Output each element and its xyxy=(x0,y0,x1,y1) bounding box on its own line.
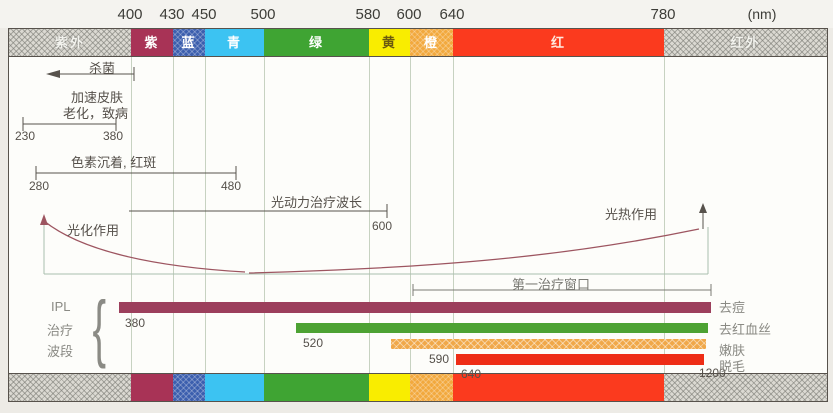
grid-line-430 xyxy=(173,57,174,373)
axis-tick-500: 500 xyxy=(250,6,276,23)
axis-tick-780: 780 xyxy=(650,6,676,23)
band-label-violet: 紫 xyxy=(144,35,160,50)
axis-tick-640: 640 xyxy=(439,6,465,23)
band-label-blue: 蓝 xyxy=(181,35,197,50)
band-label-orange: 橙 xyxy=(423,35,439,50)
grid-line-580 xyxy=(369,57,370,373)
band-red xyxy=(453,374,664,401)
photothermal-label: 光热作用 xyxy=(605,207,658,222)
pdt-end-value: 600 xyxy=(372,219,393,233)
pigment-end-value: 480 xyxy=(221,179,242,193)
band-yellow xyxy=(369,374,410,401)
grid-line-780 xyxy=(664,57,665,373)
band-orange xyxy=(410,374,453,401)
spectrum-chart: 紫外 紫 蓝 青 绿 黄 橙 红 红外 xyxy=(8,28,828,402)
bar-hair-removal-end-value: 1200 xyxy=(699,366,726,380)
band-cyan: 青 xyxy=(205,29,264,56)
band-uv xyxy=(9,374,131,401)
sterilize-label: 杀菌 xyxy=(89,61,116,76)
axis-unit-label: (nm) xyxy=(747,6,777,22)
band-green: 绿 xyxy=(264,29,369,56)
aging-label-line2: 老化，致病 xyxy=(63,106,129,121)
bar-vessels xyxy=(296,323,708,333)
treatment-window-label: 第一治疗窗口 xyxy=(512,277,591,292)
pigment-start-value: 280 xyxy=(29,179,50,193)
band-violet: 紫 xyxy=(131,29,173,56)
band-cyan xyxy=(205,374,264,401)
spectrum-band-top: 紫外 紫 蓝 青 绿 黄 橙 红 红外 xyxy=(9,29,827,57)
band-orange: 橙 xyxy=(410,29,453,56)
band-label-red: 红 xyxy=(550,35,566,50)
bar-hair-removal xyxy=(456,354,704,365)
pdt-label: 光动力治疗波长 xyxy=(271,195,363,210)
band-label-uv: 紫外 xyxy=(54,35,85,50)
axis-tick-600: 600 xyxy=(396,6,422,23)
band-blue xyxy=(173,374,205,401)
aging-start-value: 230 xyxy=(15,129,36,143)
axis-tick-430: 430 xyxy=(159,6,185,23)
bar-acne-label: 去痘 xyxy=(719,300,746,315)
ipl-brace: { xyxy=(92,286,107,369)
band-label-yellow: 黄 xyxy=(381,35,397,50)
bar-rejuvenation-start-value: 590 xyxy=(429,352,450,366)
bar-rejuvenation xyxy=(391,339,706,349)
band-red: 红 xyxy=(453,29,664,56)
axis-tick-400: 400 xyxy=(117,6,143,23)
photochemical-label: 光化作用 xyxy=(67,223,120,238)
wavelength-axis: 400 430 450 500 580 600 640 780 (nm) xyxy=(0,0,833,28)
grid-line-500 xyxy=(264,57,265,373)
bar-hair-removal-label: 脱毛 xyxy=(719,359,746,374)
band-ir: 红外 xyxy=(664,29,827,56)
ipl-label-line3: 波段 xyxy=(47,344,74,359)
axis-tick-450: 450 xyxy=(191,6,217,23)
band-label-cyan: 青 xyxy=(226,35,242,50)
bar-hair-removal-start-value: 640 xyxy=(461,367,482,381)
axis-tick-580: 580 xyxy=(355,6,381,23)
bar-rejuvenation-label: 嫩肤 xyxy=(719,343,746,358)
bar-acne-start-value: 380 xyxy=(125,316,146,330)
grid-line-400 xyxy=(131,57,132,373)
band-label-ir: 红外 xyxy=(730,35,761,50)
band-violet xyxy=(131,374,173,401)
band-uv: 紫外 xyxy=(9,29,131,56)
bar-vessels-label: 去红血丝 xyxy=(719,322,772,337)
band-yellow: 黄 xyxy=(369,29,410,56)
grid-line-450 xyxy=(205,57,206,373)
band-ir xyxy=(664,374,827,401)
ipl-label-line2: 治疗 xyxy=(47,323,74,338)
ipl-label-line1: IPL xyxy=(51,299,71,314)
grid-line-600 xyxy=(410,57,411,373)
aging-label-line1: 加速皮肤 xyxy=(71,90,124,105)
spectrum-band-bottom xyxy=(9,373,827,401)
band-blue: 蓝 xyxy=(173,29,205,56)
band-label-green: 绿 xyxy=(308,35,324,50)
bar-vessels-start-value: 520 xyxy=(303,336,324,350)
grid-line-640 xyxy=(453,57,454,373)
aging-end-value: 380 xyxy=(103,129,124,143)
pigment-label: 色素沉着, 红斑 xyxy=(71,155,157,170)
band-green xyxy=(264,374,369,401)
bar-acne xyxy=(119,302,711,313)
